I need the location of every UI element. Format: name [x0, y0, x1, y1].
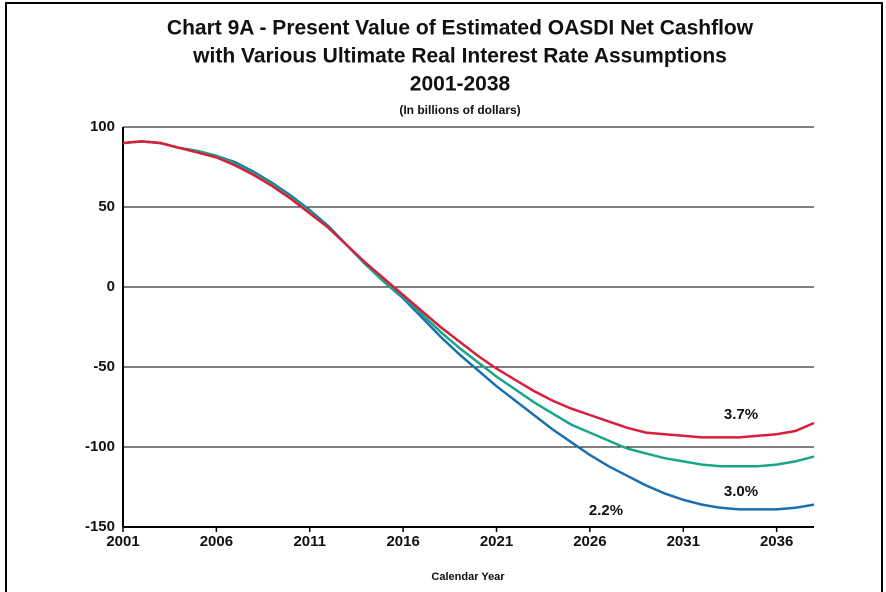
- x-tick-label: 2001: [106, 533, 139, 550]
- frame: [5, 2, 883, 592]
- chart-subtitle: (In billions of dollars): [399, 103, 520, 117]
- y-tick-label: -100: [85, 438, 115, 455]
- y-tick-label: 100: [90, 118, 115, 135]
- y-tick-label: 50: [98, 198, 115, 215]
- x-tick-label: 2016: [386, 533, 419, 550]
- series-line: [122, 140, 815, 439]
- chart-title: 2001-2038: [410, 73, 511, 96]
- y-tick-label: -150: [85, 518, 115, 535]
- x-axis-label: Calendar Year: [431, 571, 505, 583]
- y-tick-label: -50: [93, 358, 115, 375]
- chart-title: with Various Ultimate Real Interest Rate…: [192, 45, 727, 68]
- series-label: 2.2%: [589, 502, 623, 519]
- y-tick-label: 0: [107, 278, 115, 295]
- chart-title: Chart 9A - Present Value of Estimated OA…: [167, 17, 754, 40]
- x-tick-label: 2036: [760, 533, 793, 550]
- x-tick-label: 2031: [667, 533, 700, 550]
- x-tick-label: 2021: [480, 533, 513, 550]
- x-tick-label: 2026: [573, 533, 606, 550]
- series-label: 3.0%: [724, 483, 758, 500]
- x-tick-label: 2011: [293, 533, 326, 550]
- series-label: 3.7%: [724, 406, 758, 423]
- x-tick-label: 2006: [200, 533, 233, 550]
- series-line: [122, 140, 815, 511]
- series-line: [122, 140, 815, 468]
